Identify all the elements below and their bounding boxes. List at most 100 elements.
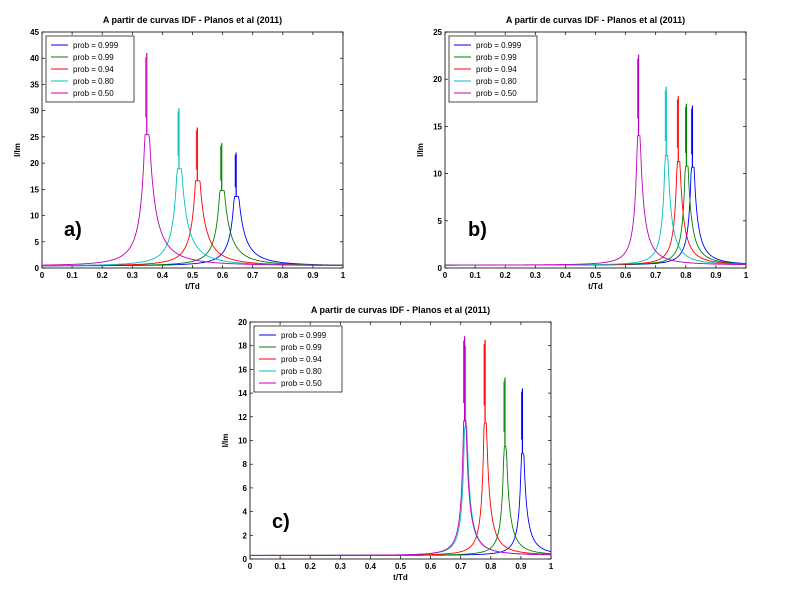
y-tick-label: 10 xyxy=(433,170,442,179)
legend-label: prob = 0.99 xyxy=(73,53,114,62)
x-tick-label: 0.8 xyxy=(680,271,692,280)
y-tick-label: 5 xyxy=(35,238,40,247)
y-tick-label: 4 xyxy=(243,508,248,517)
y-tick-label: 10 xyxy=(30,212,39,221)
y-tick-label: 20 xyxy=(238,318,247,327)
series-group xyxy=(42,52,343,267)
x-tick-label: 0.5 xyxy=(187,271,199,280)
legend-label: prob = 0.50 xyxy=(281,379,322,388)
legend-label: prob = 0.80 xyxy=(281,367,322,376)
y-tick-label: 0 xyxy=(438,264,443,273)
series-line-5 xyxy=(445,135,746,266)
x-axis-label: t/Td xyxy=(588,282,603,291)
legend-label: prob = 0.999 xyxy=(281,331,327,340)
x-tick-label: 0 xyxy=(40,271,45,280)
legend-label: prob = 0.80 xyxy=(73,77,114,86)
y-tick-label: 45 xyxy=(30,28,39,37)
legend: prob = 0.999 prob = 0.99 prob = 0.94 prob =… xyxy=(253,325,343,393)
y-axis-label: I/Im xyxy=(13,143,22,157)
x-tick-label: 0 xyxy=(443,271,448,280)
chart-title: A partir de curvas IDF - Planos et al (2… xyxy=(311,305,490,315)
x-tick-label: 0.8 xyxy=(277,271,289,280)
y-tick-label: 35 xyxy=(30,80,39,89)
x-tick-label: 0.6 xyxy=(425,562,437,571)
panel-label: c) xyxy=(272,511,290,533)
chart-title: A partir de curvas IDF - Planos et al (2… xyxy=(103,15,282,25)
legend-label: prob = 0.99 xyxy=(281,343,322,352)
x-axis-label: t/Td xyxy=(185,282,200,291)
x-tick-label: 0.3 xyxy=(530,271,542,280)
x-tick-label: 0.9 xyxy=(307,271,319,280)
chart-title: A partir de curvas IDF - Planos et al (2… xyxy=(506,15,685,25)
x-tick-label: 0.2 xyxy=(305,562,317,571)
y-tick-label: 25 xyxy=(30,133,39,142)
x-tick-label: 1 xyxy=(744,271,749,280)
y-tick-label: 30 xyxy=(30,107,39,116)
y-tick-label: 18 xyxy=(238,342,247,351)
y-tick-label: 2 xyxy=(243,531,248,540)
y-tick-label: 8 xyxy=(243,460,248,469)
y-tick-label: 15 xyxy=(30,185,39,194)
series-line-5 xyxy=(250,420,551,556)
legend-label: prob = 0.94 xyxy=(281,355,322,364)
x-tick-label: 0.4 xyxy=(365,562,377,571)
x-tick-label: 0.9 xyxy=(515,562,527,571)
legend-label: prob = 0.999 xyxy=(73,41,119,50)
y-tick-label: 15 xyxy=(433,122,442,131)
legend-label: prob = 0.50 xyxy=(73,89,114,98)
legend-label: prob = 0.99 xyxy=(476,53,517,62)
x-tick-label: 0.6 xyxy=(217,271,229,280)
x-tick-label: 0 xyxy=(248,562,253,571)
legend-label: prob = 0.94 xyxy=(73,65,114,74)
x-tick-label: 0.9 xyxy=(710,271,722,280)
y-tick-label: 0 xyxy=(35,264,40,273)
y-tick-label: 6 xyxy=(243,484,248,493)
legend: prob = 0.999 prob = 0.99 prob = 0.94 prob =… xyxy=(45,35,135,103)
x-tick-label: 0.7 xyxy=(247,271,259,280)
y-tick-label: 10 xyxy=(238,437,247,446)
x-tick-label: 0.5 xyxy=(395,562,407,571)
chart-panel-2: A partir de curvas IDF - Planos et al (2… xyxy=(416,15,749,291)
legend-label: prob = 0.80 xyxy=(476,77,517,86)
x-tick-label: 1 xyxy=(549,562,554,571)
y-tick-label: 12 xyxy=(238,413,247,422)
legend: prob = 0.999 prob = 0.99 prob = 0.94 prob =… xyxy=(448,35,538,103)
x-tick-label: 0.5 xyxy=(590,271,602,280)
legend-label: prob = 0.999 xyxy=(476,41,522,50)
panel-label: b) xyxy=(468,219,487,241)
y-tick-label: 0 xyxy=(243,555,248,564)
panel-label: a) xyxy=(64,219,82,241)
x-tick-label: 0.4 xyxy=(157,271,169,280)
legend-label: prob = 0.94 xyxy=(476,65,517,74)
y-tick-label: 25 xyxy=(433,28,442,37)
y-tick-label: 16 xyxy=(238,365,247,374)
x-tick-label: 0.7 xyxy=(455,562,467,571)
chart-panel-1: A partir de curvas IDF - Planos et al (2… xyxy=(13,15,346,291)
x-tick-label: 0.2 xyxy=(97,271,109,280)
chart-panel-3: A partir de curvas IDF - Planos et al (2… xyxy=(221,305,554,582)
y-tick-label: 5 xyxy=(438,217,443,226)
y-axis-label: I/Im xyxy=(221,434,230,448)
series-line-5 xyxy=(42,134,343,266)
x-tick-label: 0.1 xyxy=(67,271,79,280)
x-tick-label: 0.4 xyxy=(560,271,572,280)
x-axis-label: t/Td xyxy=(393,573,408,582)
y-tick-label: 40 xyxy=(30,54,39,63)
y-tick-label: 14 xyxy=(238,389,247,398)
series-group xyxy=(445,54,746,266)
x-tick-label: 0.6 xyxy=(620,271,632,280)
x-tick-label: 0.3 xyxy=(127,271,139,280)
y-tick-label: 20 xyxy=(30,159,39,168)
y-axis-label: I/Im xyxy=(416,143,425,157)
y-tick-label: 20 xyxy=(433,75,442,84)
x-tick-label: 1 xyxy=(341,271,346,280)
x-tick-label: 0.8 xyxy=(485,562,497,571)
x-tick-label: 0.1 xyxy=(470,271,482,280)
x-tick-label: 0.1 xyxy=(275,562,287,571)
x-tick-label: 0.2 xyxy=(500,271,512,280)
x-tick-label: 0.7 xyxy=(650,271,662,280)
legend-label: prob = 0.50 xyxy=(476,89,517,98)
series-group xyxy=(250,336,551,556)
x-tick-label: 0.3 xyxy=(335,562,347,571)
